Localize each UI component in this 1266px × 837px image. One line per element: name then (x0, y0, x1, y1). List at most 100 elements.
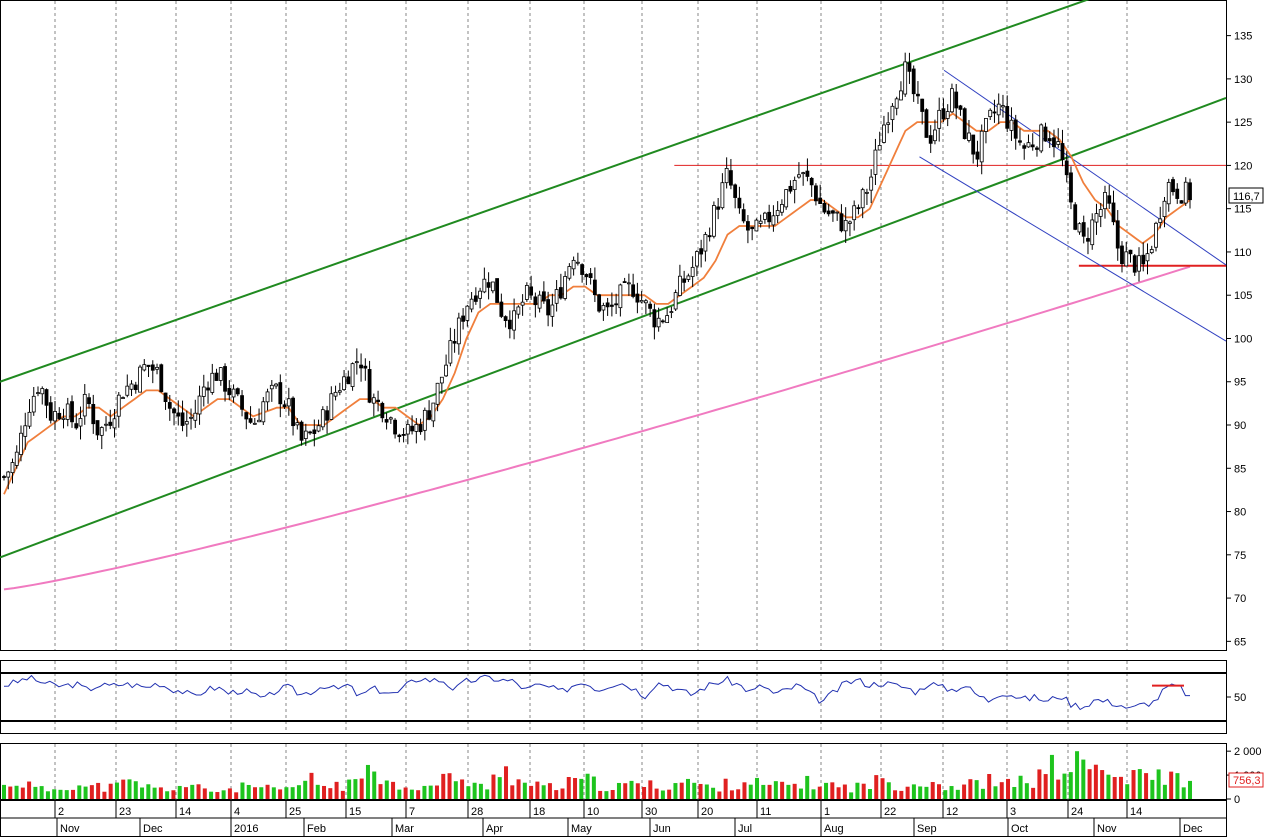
volume-bar[interactable] (742, 782, 747, 799)
candle[interactable] (176, 412, 181, 417)
candle[interactable] (950, 88, 954, 113)
volume-bar[interactable] (623, 783, 628, 799)
candle[interactable] (724, 168, 729, 184)
volume-bar[interactable] (780, 781, 785, 799)
volume-bar[interactable] (1087, 769, 1092, 799)
candle[interactable] (19, 432, 23, 455)
candle[interactable] (835, 211, 840, 214)
candle[interactable] (65, 403, 70, 420)
volume-bar[interactable] (33, 786, 38, 799)
volume-bar[interactable] (1093, 764, 1098, 799)
volume-bar[interactable] (133, 781, 138, 799)
volume-bar[interactable] (397, 789, 402, 799)
candle[interactable] (87, 397, 91, 405)
volume-bar[interactable] (1024, 783, 1029, 799)
candle[interactable] (822, 202, 827, 213)
candle[interactable] (665, 315, 670, 324)
candle[interactable] (631, 284, 636, 297)
candle[interactable] (1120, 245, 1124, 265)
candle[interactable] (673, 292, 678, 310)
candle[interactable] (1026, 142, 1031, 148)
candle[interactable] (975, 151, 980, 160)
volume-bar[interactable] (416, 790, 421, 799)
candle[interactable] (962, 108, 967, 140)
candle[interactable] (163, 392, 168, 403)
candle[interactable] (660, 320, 665, 323)
candle[interactable] (618, 284, 623, 309)
candle[interactable] (818, 197, 823, 205)
candle[interactable] (10, 462, 15, 474)
volume-bar[interactable] (1131, 770, 1136, 799)
volume-bar[interactable] (365, 764, 370, 799)
candle[interactable] (478, 290, 483, 299)
candle[interactable] (979, 130, 984, 163)
volume-bar[interactable] (146, 784, 151, 799)
candle[interactable] (988, 109, 993, 118)
volume-bar[interactable] (579, 778, 584, 799)
volume-bar[interactable] (334, 781, 339, 799)
candle[interactable] (1081, 222, 1086, 237)
volume-bar[interactable] (767, 784, 772, 799)
candle[interactable] (550, 304, 555, 317)
candle[interactable] (329, 393, 334, 420)
candle[interactable] (405, 424, 410, 435)
volume-bar[interactable] (1181, 787, 1186, 799)
volume-bar[interactable] (761, 784, 766, 799)
volume-bar[interactable] (403, 787, 408, 799)
volume-bar[interactable] (246, 784, 251, 799)
candle[interactable] (2, 476, 6, 478)
volume-bar[interactable] (102, 791, 107, 799)
candle[interactable] (36, 392, 40, 395)
candle[interactable] (1086, 238, 1090, 242)
candle[interactable] (448, 340, 453, 364)
candle[interactable] (350, 363, 355, 387)
candle[interactable] (282, 404, 287, 408)
candle[interactable] (1107, 195, 1112, 204)
candle[interactable] (758, 220, 763, 224)
candle[interactable] (996, 103, 1001, 116)
osc-line[interactable] (3, 674, 1190, 711)
candle[interactable] (159, 364, 164, 393)
candle[interactable] (1060, 143, 1065, 161)
candle[interactable] (1073, 204, 1078, 230)
volume-bar[interactable] (453, 781, 458, 799)
volume-bar[interactable] (974, 780, 979, 799)
volume-bar[interactable] (71, 789, 76, 799)
candle[interactable] (877, 145, 882, 151)
candle[interactable] (1064, 160, 1069, 176)
volume-bar[interactable] (340, 790, 345, 799)
candle[interactable] (189, 416, 193, 419)
volume-bar[interactable] (899, 790, 904, 799)
candle[interactable] (490, 281, 495, 292)
candle[interactable] (571, 259, 576, 270)
volume-bar[interactable] (918, 786, 923, 799)
volume-bar[interactable] (1175, 773, 1180, 799)
volume-bar[interactable] (1081, 759, 1086, 799)
candle[interactable] (529, 286, 534, 296)
candle[interactable] (958, 105, 963, 110)
candle[interactable] (639, 300, 644, 303)
volume-bar[interactable] (253, 787, 258, 799)
volume-bar[interactable] (234, 792, 239, 799)
candle[interactable] (592, 279, 597, 296)
volume-bar[interactable] (227, 788, 232, 799)
candle[interactable] (133, 384, 138, 391)
candle[interactable] (435, 382, 440, 405)
volume-bar[interactable] (171, 790, 176, 799)
candle[interactable] (1077, 223, 1082, 233)
candle[interactable] (99, 427, 104, 436)
volume-bar[interactable] (478, 783, 483, 799)
candle[interactable] (1094, 213, 1099, 223)
volume-bar[interactable] (140, 787, 145, 799)
candle[interactable] (746, 221, 750, 231)
volume-bar[interactable] (999, 782, 1004, 799)
volume-bar[interactable] (604, 791, 609, 799)
candle[interactable] (1111, 202, 1116, 223)
candle[interactable] (142, 364, 147, 371)
candle[interactable] (6, 471, 11, 478)
candle[interactable] (788, 185, 793, 192)
candle[interactable] (1128, 249, 1133, 255)
volume-bar[interactable] (303, 780, 308, 799)
channel-lower-line[interactable] (0, 96, 1227, 559)
candle[interactable] (831, 210, 835, 214)
